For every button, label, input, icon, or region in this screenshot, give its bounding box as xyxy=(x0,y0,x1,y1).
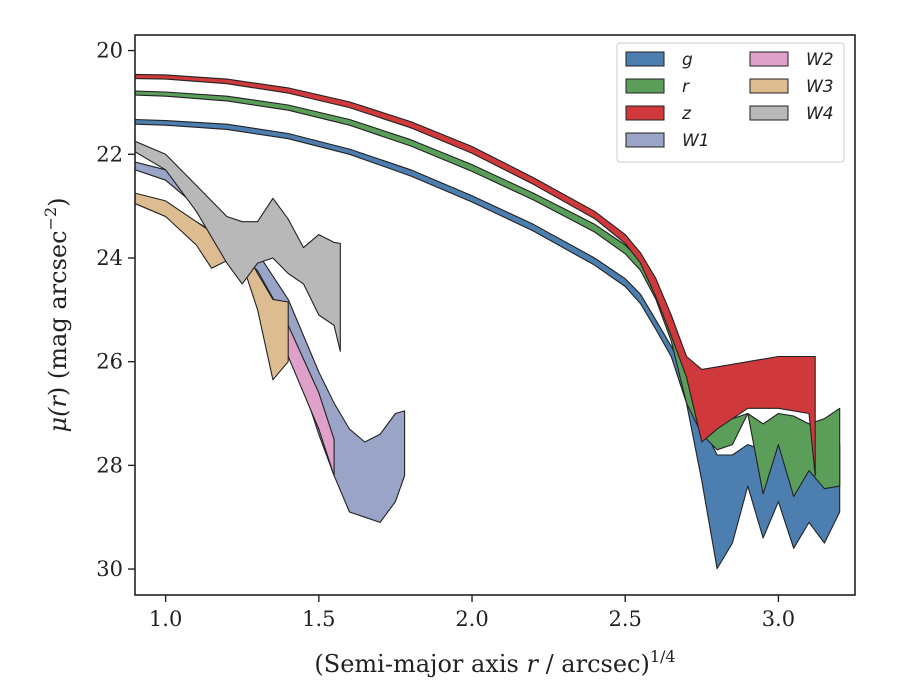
legend-label-g: g xyxy=(682,50,693,70)
legend-swatch-z xyxy=(625,105,665,121)
legend-label-w1: W1 xyxy=(682,131,710,151)
y-tick-label: 22 xyxy=(96,142,123,166)
legend-label-w2: W2 xyxy=(806,50,834,70)
legend-frame xyxy=(616,42,845,163)
x-tick-label: 3.0 xyxy=(762,607,795,631)
y-tick-label: 24 xyxy=(96,246,123,270)
band-g xyxy=(135,118,841,570)
legend-label-w4: W4 xyxy=(806,104,834,124)
x-axis-label: (Semi-major axis r / arcsec)1/4 xyxy=(314,647,675,678)
legend: grz W1 W2 W3 W4 xyxy=(616,42,845,163)
y-axis-label: μ(r) (mag arcsec−2) xyxy=(41,197,72,432)
legend-swatch-w2 xyxy=(749,51,789,67)
y-tick-label: 26 xyxy=(96,350,123,374)
legend-label-z: z xyxy=(681,104,692,124)
x-tick-label: 2.5 xyxy=(609,607,642,631)
legend-label-r: r xyxy=(682,77,690,97)
legend-swatch-g xyxy=(625,51,665,67)
legend-swatch-w1 xyxy=(625,132,665,148)
x-axis: 1.0 1.5 2.0 2.5 3.0 xyxy=(149,595,795,631)
legend-swatch-w4 xyxy=(749,105,789,121)
x-tick-label: 2.0 xyxy=(455,607,488,631)
x-tick-label: 1.5 xyxy=(302,607,335,631)
y-axis: 20 22 24 26 28 30 xyxy=(96,39,135,581)
band-r xyxy=(135,90,841,498)
y-tick-label: 20 xyxy=(96,39,123,63)
x-tick-label: 1.0 xyxy=(149,607,182,631)
band-z xyxy=(135,73,816,477)
series-layer xyxy=(135,73,841,570)
legend-label-w3: W3 xyxy=(806,77,834,97)
band-w4 xyxy=(135,140,341,352)
y-tick-label: 28 xyxy=(96,453,123,477)
plot-frame xyxy=(134,34,856,596)
legend-swatch-w3 xyxy=(749,78,789,94)
y-tick-label: 30 xyxy=(96,557,123,581)
legend-swatch-r xyxy=(625,78,665,94)
